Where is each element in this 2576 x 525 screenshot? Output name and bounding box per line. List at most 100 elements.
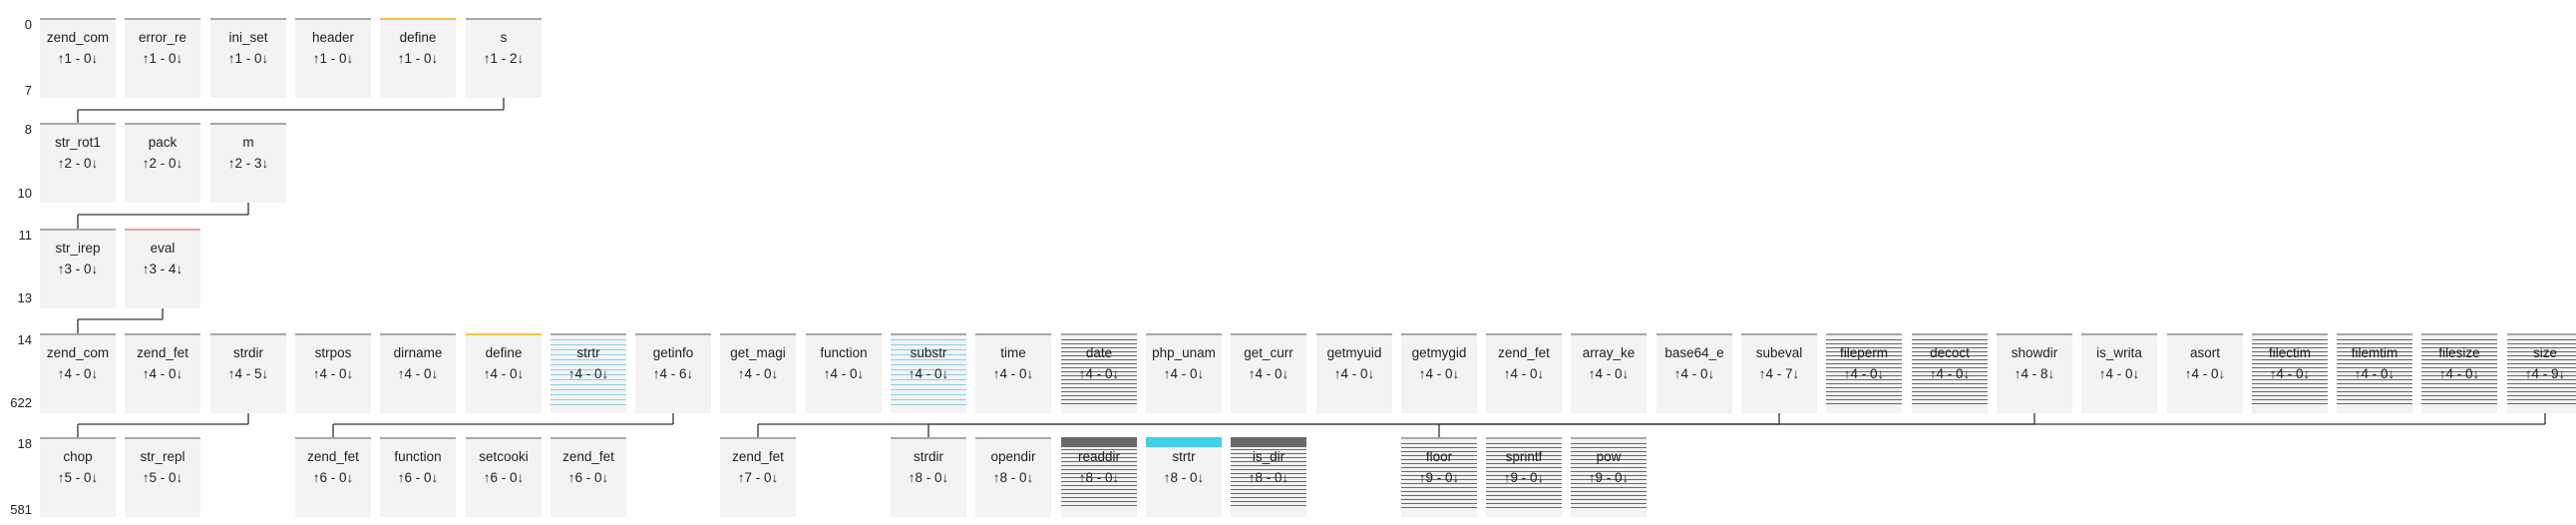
node-name: sprintf [1505,449,1543,464]
node-call-stats: ↑4 - 0↓ [1248,366,1289,381]
function-node[interactable]: substr ↑4 - 0↓ [891,333,966,413]
function-node[interactable]: s ↑1 - 2↓ [466,18,542,98]
node-top-bar [295,18,371,20]
function-node[interactable]: getmygid ↑4 - 0↓ [1401,333,1477,413]
function-node[interactable]: is_writa ↑4 - 0↓ [2081,333,2157,413]
function-node[interactable]: function ↑6 - 0↓ [380,437,456,517]
node-call-stats: ↑7 - 0↓ [737,470,779,485]
function-node[interactable]: filectim ↑4 - 0↓ [2252,333,2328,413]
function-node[interactable]: size ↑4 - 9↓ [2507,333,2576,413]
function-node[interactable]: time ↑4 - 0↓ [975,333,1051,413]
function-node[interactable]: function ↑4 - 0↓ [806,333,882,413]
function-node[interactable]: getmyuid ↑4 - 0↓ [1316,333,1392,413]
function-node[interactable]: strdir ↑4 - 5↓ [210,333,286,413]
function-node[interactable]: readdir ↑8 - 0↓ [1061,437,1137,517]
node-call-stats: ↑4 - 8↓ [2014,366,2055,381]
node-name: base64_e [1664,345,1724,360]
node-call-stats: ↑8 - 0↓ [1163,470,1205,485]
lane-label: 10 [17,186,32,201]
node-call-stats: ↑4 - 0↓ [142,366,184,381]
node-top-bar [1656,333,1732,335]
node-call-stats: ↑8 - 0↓ [1248,470,1289,485]
node-call-stats: ↑1 - 0↓ [57,51,99,66]
node-name: filemtim [2351,345,2398,360]
function-node[interactable]: pack ↑2 - 0↓ [125,123,200,203]
node-call-stats: ↑4 - 0↓ [2354,366,2395,381]
function-node[interactable]: error_re ↑1 - 0↓ [125,18,200,98]
node-top-bar [975,437,1051,439]
node-name: strtr [576,345,600,360]
function-node[interactable]: str_repl ↑5 - 0↓ [125,437,200,517]
function-node[interactable]: zend_fet ↑4 - 0↓ [1486,333,1562,413]
function-node[interactable]: header ↑1 - 0↓ [295,18,371,98]
function-node[interactable]: m ↑2 - 3↓ [210,123,286,203]
node-name: asort [2189,345,2220,360]
node-name: m [242,135,254,150]
node-name: strpos [314,345,352,360]
lane-label: 0 [24,17,32,32]
function-node[interactable]: strdir ↑8 - 0↓ [891,437,966,517]
node-call-stats: ↑8 - 0↓ [992,470,1034,485]
function-node[interactable]: getinfo ↑4 - 6↓ [635,333,711,413]
function-node[interactable]: strpos ↑4 - 0↓ [295,333,371,413]
function-node[interactable]: get_magi ↑4 - 0↓ [720,333,796,413]
node-call-stats: ↑1 - 0↓ [227,51,269,66]
node-name: time [1000,345,1026,360]
function-node[interactable]: eval ↑3 - 4↓ [125,229,200,308]
function-node[interactable]: zend_fet ↑6 - 0↓ [551,437,626,517]
function-node[interactable]: floor ↑9 - 0↓ [1401,437,1477,517]
node-top-bar [1061,437,1137,447]
function-node[interactable]: dirname ↑4 - 0↓ [380,333,456,413]
node-activity-stripes [2507,339,2576,405]
node-call-stats: ↑6 - 0↓ [397,470,439,485]
function-node[interactable]: asort ↑4 - 0↓ [2167,333,2243,413]
node-top-bar [2337,333,2412,335]
function-node[interactable]: is_dir ↑8 - 0↓ [1231,437,1306,517]
function-node[interactable]: php_unam ↑4 - 0↓ [1146,333,1222,413]
function-node[interactable]: fileperm ↑4 - 0↓ [1826,333,1902,413]
lane-label: 18 [17,436,32,451]
function-node[interactable]: strtr ↑8 - 0↓ [1146,437,1222,517]
function-node[interactable]: date ↑4 - 0↓ [1061,333,1137,413]
function-node[interactable]: base64_e ↑4 - 0↓ [1656,333,1732,413]
node-call-stats: ↑4 - 0↓ [1673,366,1715,381]
function-node[interactable]: pow ↑9 - 0↓ [1571,437,1647,517]
function-node[interactable]: filesize ↑4 - 0↓ [2421,333,2497,413]
function-node[interactable]: subeval ↑4 - 7↓ [1741,333,1817,413]
function-node[interactable]: str_irep ↑3 - 0↓ [40,229,116,308]
function-node[interactable]: get_curr ↑4 - 0↓ [1231,333,1306,413]
function-node[interactable]: showdir ↑4 - 8↓ [1997,333,2072,413]
function-node[interactable]: ini_set ↑1 - 0↓ [210,18,286,98]
function-node[interactable]: zend_com ↑4 - 0↓ [40,333,116,413]
node-name: str_irep [55,241,101,256]
function-node[interactable]: zend_fet ↑6 - 0↓ [295,437,371,517]
node-top-bar [210,123,286,125]
node-top-bar [210,18,286,20]
function-node[interactable]: opendir ↑8 - 0↓ [975,437,1051,517]
function-node[interactable]: setcooki ↑6 - 0↓ [466,437,542,517]
function-node[interactable]: str_rot1 ↑2 - 0↓ [40,123,116,203]
function-node[interactable]: chop ↑5 - 0↓ [40,437,116,517]
lane-label: 7 [24,83,32,98]
function-node[interactable]: zend_fet ↑7 - 0↓ [720,437,796,517]
function-node[interactable]: filemtim ↑4 - 0↓ [2337,333,2412,413]
node-call-stats: ↑4 - 0↓ [823,366,865,381]
function-node[interactable]: strtr ↑4 - 0↓ [551,333,626,413]
node-activity-stripes [1401,443,1477,509]
function-node[interactable]: zend_com ↑1 - 0↓ [40,18,116,98]
node-name: get_magi [730,345,786,360]
node-call-stats: ↑4 - 7↓ [1758,366,1800,381]
function-node[interactable]: sprintf ↑9 - 0↓ [1486,437,1562,517]
function-node[interactable]: define ↑4 - 0↓ [466,333,542,413]
function-node[interactable]: array_ke ↑4 - 0↓ [1571,333,1647,413]
node-activity-stripes [2252,339,2328,405]
node-top-bar [1061,333,1137,335]
function-node[interactable]: decoct ↑4 - 0↓ [1912,333,1988,413]
node-activity-stripes [1061,449,1137,509]
node-top-bar [1486,437,1562,439]
function-node[interactable]: define ↑1 - 0↓ [380,18,456,98]
node-call-stats: ↑4 - 0↓ [1588,366,1630,381]
function-node[interactable]: zend_fet ↑4 - 0↓ [125,333,200,413]
node-top-bar [125,333,200,335]
